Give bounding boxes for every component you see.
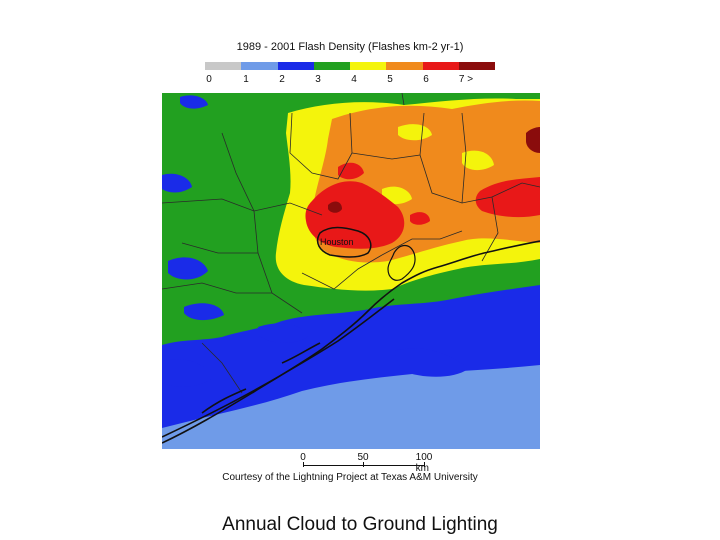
houston-label: Houston [320,237,354,247]
legend-swatch-4 [350,62,387,70]
legend-label: 2 [279,74,285,85]
legend-label: 0 [206,74,212,85]
legend-label: 3 [315,74,321,85]
legend-label: 6 [423,74,429,85]
legend-label: 1 [243,74,249,85]
color-legend [205,62,495,70]
slide-caption: Annual Cloud to Ground Lighting [222,514,498,535]
legend-labels: 0 1 2 3 4 5 6 7 > [205,74,495,86]
legend-swatch-1 [241,62,278,70]
legend-label: 5 [387,74,393,85]
flash-density-map: Houston [162,93,540,449]
legend-label: 4 [351,74,357,85]
scale-line [303,465,425,466]
dark-red-cell [328,201,342,213]
red-cell-region [305,181,405,249]
scale-label: 100 km [415,452,433,474]
legend-label: 7 > [458,74,474,85]
legend-swatch-0 [205,62,242,70]
scale-tick [303,462,304,467]
coastline [162,240,540,444]
map-title: 1989 - 2001 Flash Density (Flashes km-2 … [236,41,464,53]
legend-swatch-6 [422,62,459,70]
scale-tick [424,462,425,467]
scale-bar: 0 50 100 km [300,452,440,474]
houston-outline [316,226,372,258]
credit-text: Courtesy of the Lightning Project at Tex… [222,472,478,483]
legend-swatch-3 [313,62,350,70]
legend-swatch-5 [386,62,423,70]
scale-label: 0 [300,452,306,463]
red-east-region [475,177,540,218]
scale-label: 50 [357,452,369,463]
scale-tick [363,462,364,467]
galveston-bay [387,244,416,281]
legend-swatch-7 [458,62,495,70]
legend-swatch-2 [277,62,314,70]
